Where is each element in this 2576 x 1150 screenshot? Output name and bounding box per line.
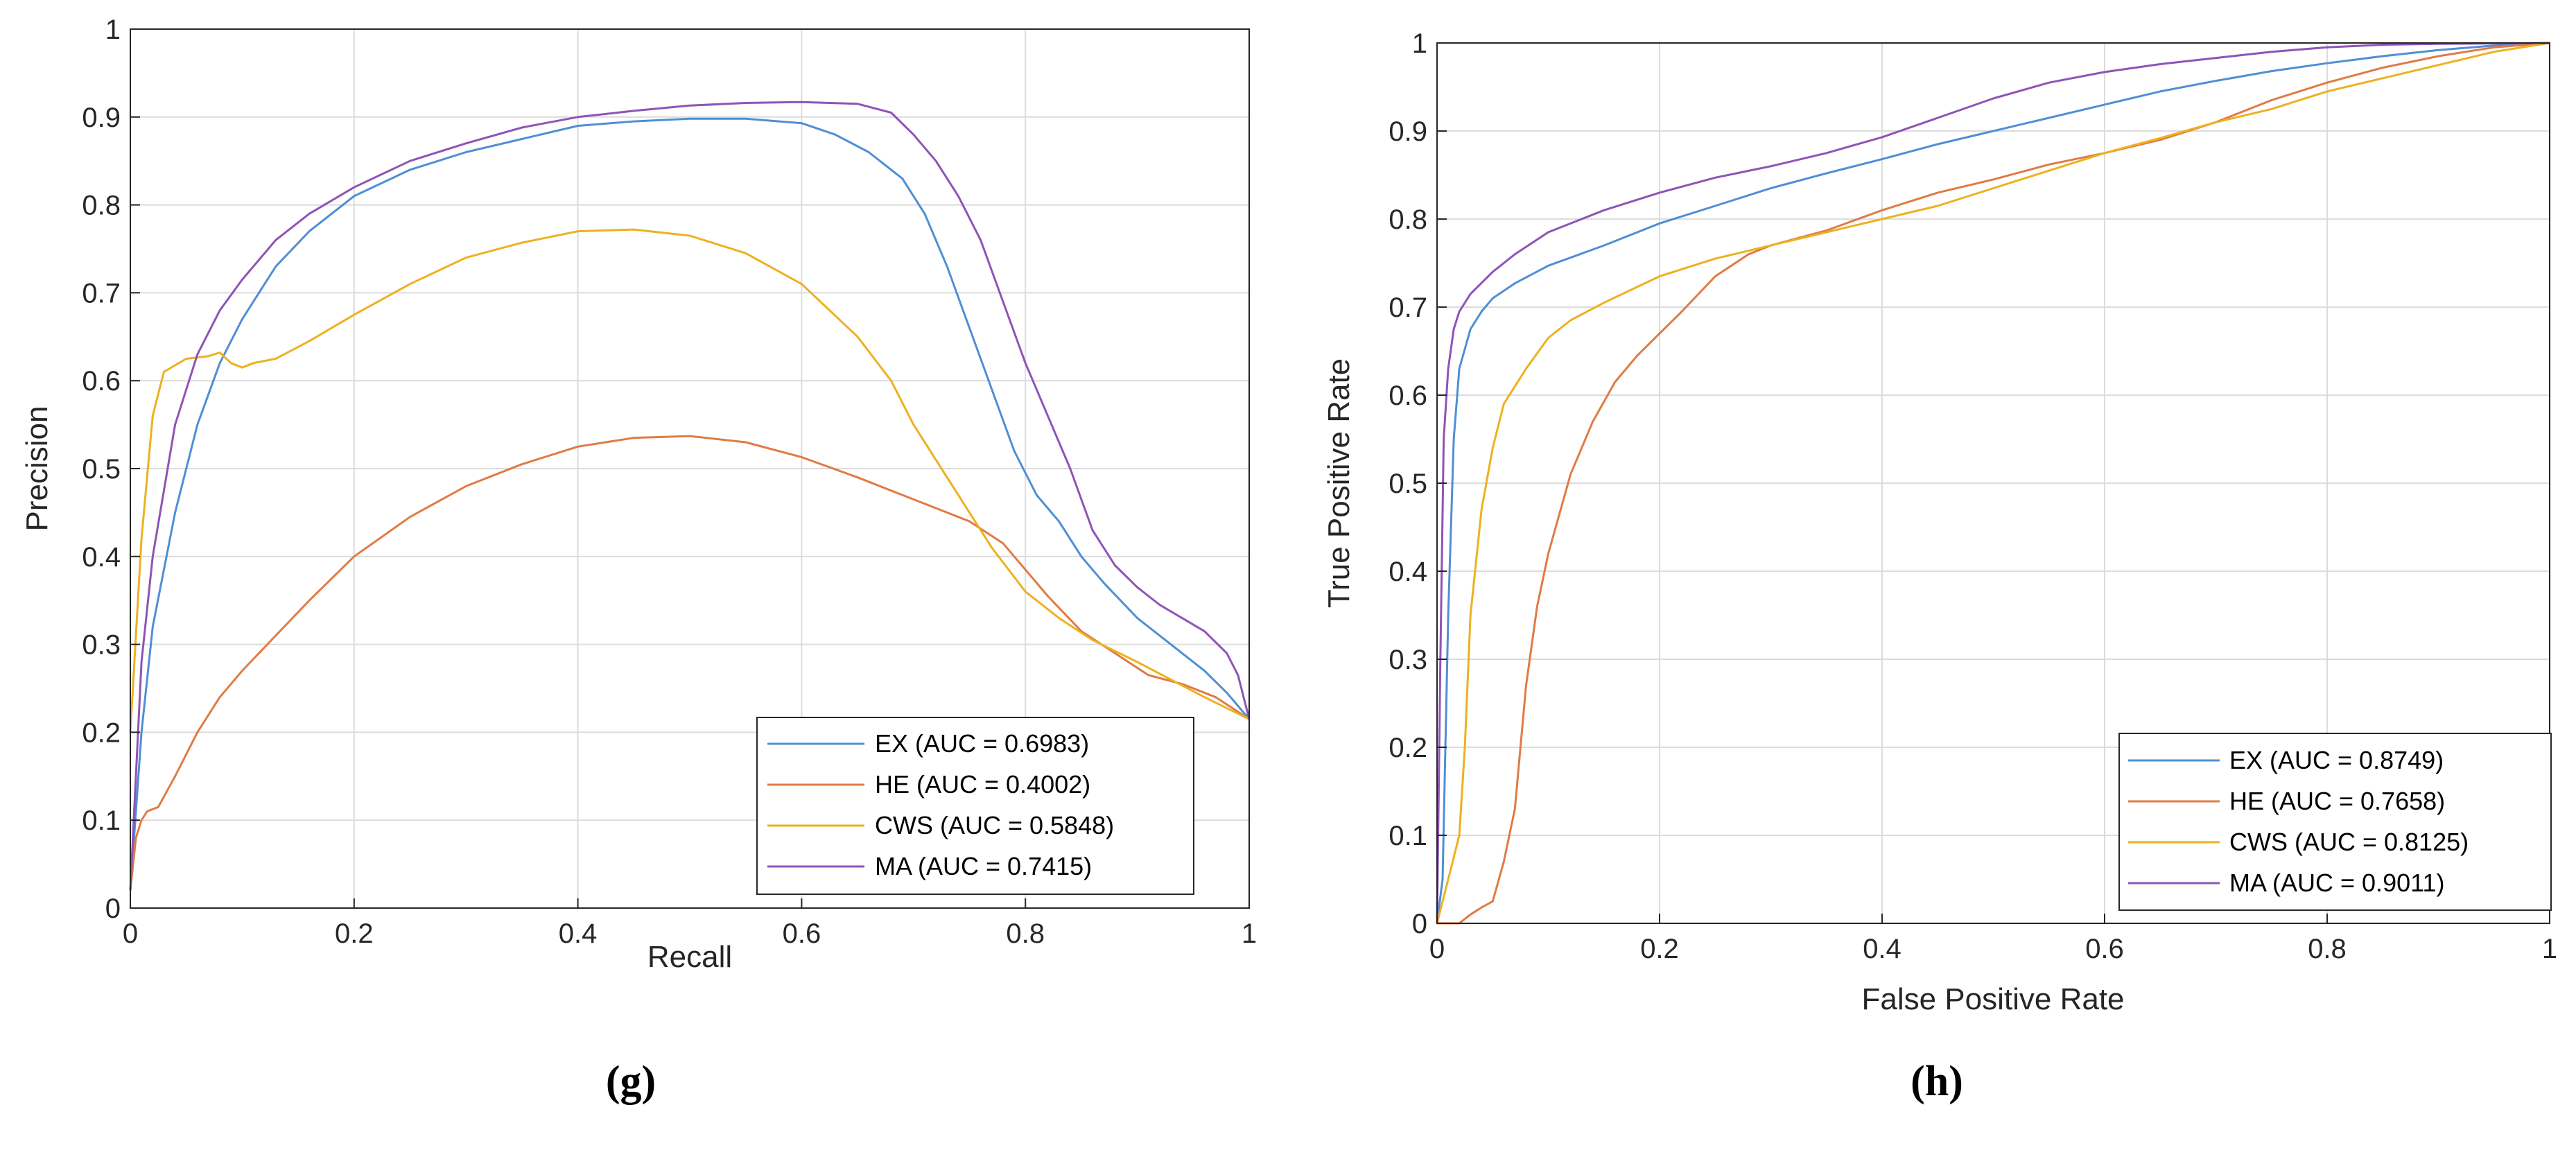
series-lines-h — [1436, 42, 2550, 925]
caption-g: (g) — [606, 1058, 656, 1105]
legend-h: EX (AUC = 0.8749) HE (AUC = 0.7658) CWS … — [2118, 733, 2552, 911]
legend-label-g-he: HE (AUC = 0.4002) — [875, 770, 1090, 799]
y-axis-label-h: True Positive Rate — [1322, 358, 1356, 608]
y-tick-label: 0.8 — [1389, 204, 1427, 235]
y-ticks-g: 0 0.1 0.2 0.3 0.4 0.5 0.6 0.7 0.8 0.9 1 — [82, 15, 140, 924]
series-line-h-ma — [1436, 42, 2550, 924]
x-tick-label: 0.4 — [559, 918, 598, 949]
y-tick-label: 1 — [105, 15, 121, 45]
legend-label-h-ex: EX (AUC = 0.8749) — [2229, 746, 2444, 774]
y-tick-label: 0.9 — [1389, 116, 1427, 147]
panel-g: 0 0.2 0.4 0.6 0.8 1 0 0.1 0.2 0.3 0.4 0.5 0.6 0.7 0.8… — [20, 15, 1257, 1105]
y-tick-label: 1 — [1412, 28, 1427, 59]
series-line-g-ma — [129, 101, 1251, 891]
legend-label-h-ma: MA (AUC = 0.9011) — [2229, 869, 2444, 897]
y-tick-label: 0.2 — [1389, 733, 1427, 763]
y-tick-label: 0.9 — [82, 103, 121, 133]
series-line-g-he — [129, 435, 1250, 891]
x-tick-label: 1 — [2542, 934, 2557, 964]
legend-box-g — [756, 717, 1194, 895]
x-tick-label: 0.8 — [1006, 918, 1045, 949]
x-axis-label-h: False Positive Rate — [1861, 982, 2124, 1016]
x-tick-label: 0.6 — [2085, 934, 2124, 964]
x-ticks-g: 0 0.2 0.4 0.6 0.8 1 — [123, 898, 1257, 949]
series-lines-g — [129, 101, 1251, 891]
legend-label-g-ex: EX (AUC = 0.6983) — [875, 729, 1089, 758]
y-tick-label: 0 — [105, 894, 121, 924]
x-tick-label: 0 — [123, 918, 138, 949]
y-tick-label: 0.3 — [82, 630, 121, 661]
y-axis-label-g: Precision — [20, 406, 54, 532]
y-tick-label: 0.6 — [1389, 381, 1427, 411]
legend-label-g-ma: MA (AUC = 0.7415) — [875, 852, 1092, 880]
y-tick-label: 0.7 — [1389, 293, 1427, 323]
caption-h: (h) — [1911, 1058, 1963, 1105]
x-axis-label-g: Recall — [647, 940, 732, 974]
y-tick-label: 0.7 — [82, 278, 121, 308]
y-tick-label: 0 — [1412, 909, 1427, 939]
panel-h: 0 0.2 0.4 0.6 0.8 1 0 0.1 0.2 0.3 0.4 0.5 0.6 0.7 0.8… — [1322, 28, 2557, 1105]
y-tick-label: 0.2 — [82, 717, 121, 748]
x-tick-label: 0.2 — [335, 918, 374, 949]
series-line-h-cws — [1436, 42, 2550, 924]
series-line-h-he — [1437, 42, 2550, 925]
legend-box-h — [2118, 733, 2552, 911]
y-tick-label: 0.1 — [1389, 821, 1427, 851]
series-line-g-cws — [129, 228, 1250, 733]
y-tick-label: 0.6 — [82, 366, 121, 397]
y-tick-label: 0.4 — [82, 542, 121, 573]
x-tick-label: 0 — [1429, 934, 1445, 964]
x-tick-label: 0.8 — [2308, 934, 2347, 964]
x-tick-label: 1 — [1242, 918, 1257, 949]
legend-label-h-cws: CWS (AUC = 0.8125) — [2229, 828, 2469, 856]
series-line-h-ex — [1436, 42, 2550, 924]
legend-label-g-cws: CWS (AUC = 0.5848) — [875, 811, 1114, 839]
legend-g: EX (AUC = 0.6983) HE (AUC = 0.4002) CWS … — [756, 717, 1194, 895]
series-line-g-ex — [129, 117, 1251, 891]
x-tick-label: 0.2 — [1640, 934, 1679, 964]
y-tick-label: 0.1 — [82, 805, 121, 836]
y-ticks-h: 0 0.1 0.2 0.3 0.4 0.5 0.6 0.7 0.8 0.9 1 — [1389, 28, 1447, 939]
x-ticks-h: 0 0.2 0.4 0.6 0.8 1 — [1429, 914, 2557, 964]
y-tick-label: 0.3 — [1389, 645, 1427, 675]
legend-label-h-he: HE (AUC = 0.7658) — [2229, 787, 2445, 815]
y-tick-label: 0.5 — [1389, 469, 1427, 499]
y-tick-label: 0.8 — [82, 191, 121, 221]
x-tick-label: 0.6 — [783, 918, 821, 949]
y-tick-label: 0.5 — [82, 454, 121, 485]
y-tick-label: 0.4 — [1389, 557, 1427, 587]
x-tick-label: 0.4 — [1863, 934, 1901, 964]
